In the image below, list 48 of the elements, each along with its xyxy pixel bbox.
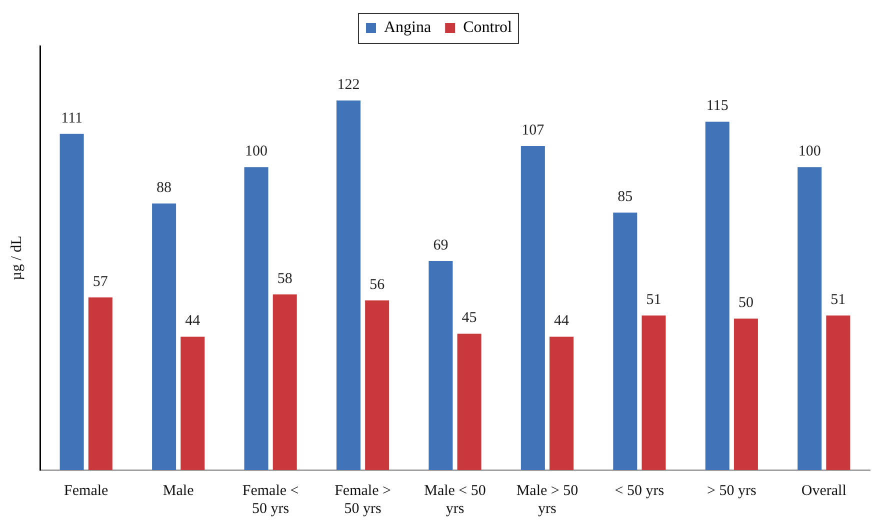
data-label: 44 xyxy=(185,313,201,330)
bar xyxy=(272,294,297,470)
x-tick-label: < 50 yrs xyxy=(614,482,664,499)
bar xyxy=(798,167,822,470)
bar xyxy=(428,261,453,470)
data-label: 50 xyxy=(738,295,754,312)
bar xyxy=(180,336,205,470)
bar xyxy=(336,100,360,470)
bar xyxy=(520,146,545,470)
data-label: 69 xyxy=(433,237,448,254)
data-label: 85 xyxy=(618,189,633,206)
x-tick-label: Overall xyxy=(801,482,846,499)
x-tick-label: Male > 50 yrs xyxy=(516,482,578,517)
data-label: 58 xyxy=(277,270,292,287)
data-label: 100 xyxy=(798,144,821,160)
bar xyxy=(613,212,638,470)
data-label: 45 xyxy=(462,310,477,326)
legend-label: Angina xyxy=(384,19,432,36)
bar xyxy=(642,316,666,470)
data-label: 51 xyxy=(830,292,846,308)
data-label: 56 xyxy=(370,276,386,293)
data-label: 107 xyxy=(522,122,545,138)
data-label: 122 xyxy=(337,76,360,93)
bar xyxy=(734,318,758,470)
x-tick-label: Male < 50 yrs xyxy=(424,482,486,517)
data-label: 51 xyxy=(646,292,662,308)
x-tick-label: > 50 yrs xyxy=(707,482,756,499)
bar xyxy=(152,203,176,470)
bar xyxy=(88,297,112,470)
legend-label: Control xyxy=(463,19,513,36)
bar xyxy=(550,336,574,470)
data-label: 111 xyxy=(61,110,83,126)
bar xyxy=(826,316,850,470)
data-label: 115 xyxy=(706,98,728,114)
bar xyxy=(60,134,84,470)
data-label: 57 xyxy=(92,274,108,290)
bar xyxy=(705,122,730,470)
x-tick-label: Female xyxy=(64,482,109,499)
bar xyxy=(365,300,390,470)
bar xyxy=(244,167,268,470)
data-label: 44 xyxy=(554,313,570,330)
x-tick-label: Female < 50 yrs xyxy=(242,482,299,517)
bar xyxy=(457,334,482,470)
y-axis-title: µg / dL xyxy=(8,236,25,280)
data-label: 100 xyxy=(245,144,268,160)
data-label: 88 xyxy=(156,180,172,196)
x-tick-label: Female > 50 yrs xyxy=(334,482,391,517)
x-tick-label: Male xyxy=(162,482,194,499)
